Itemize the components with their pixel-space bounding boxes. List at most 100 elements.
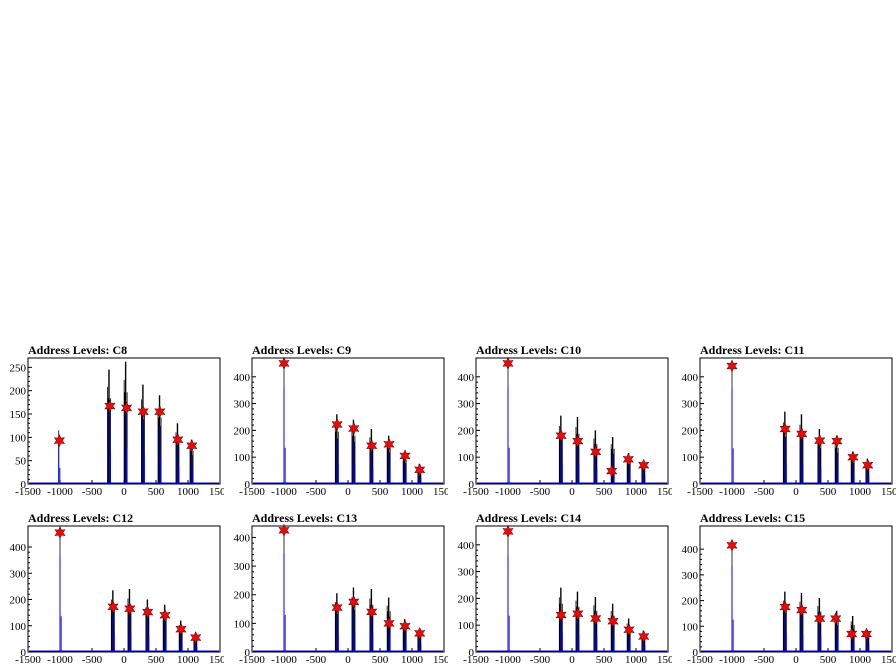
x-tick-label: -1500 [239, 654, 265, 666]
x-tick-label: 500 [596, 486, 613, 498]
y-tick-label: 400 [682, 372, 699, 384]
x-tick-label: -1500 [463, 486, 489, 498]
peak-marker [638, 630, 650, 644]
x-tick-label: 1000 [401, 654, 424, 666]
y-tick-label: 300 [682, 399, 699, 411]
chart-panel: Address Levels: C10 0 100 200 300 400 -1500 -10… [448, 336, 673, 504]
peak-marker [502, 524, 514, 538]
y-tick-label: 400 [682, 544, 699, 556]
chart-svg: Address Levels: C13 0 100 200 300 400 -1500 -10… [234, 511, 449, 666]
peak-marker [555, 429, 567, 443]
x-tick-label: -1000 [47, 654, 73, 666]
x-tick-label: -1500 [687, 486, 713, 498]
peak-marker [414, 626, 426, 640]
y-tick-label: 200 [10, 386, 27, 398]
x-tick-label: 0 [569, 654, 575, 666]
peak-marker [555, 608, 567, 622]
y-tick-label: 100 [458, 452, 475, 464]
x-tick-label: 1500 [881, 654, 896, 666]
peak-marker [124, 602, 136, 616]
y-tick-label: 400 [234, 372, 251, 384]
x-tick-label: 1500 [209, 486, 224, 498]
y-tick-label: 200 [682, 425, 699, 437]
chart-svg: Address Levels: C14 0 100 200 300 400 -1500 -10… [458, 511, 673, 666]
chart-panel: Address Levels: C8 0 50 100 150 200 250 -1500 -1… [0, 336, 225, 504]
chart-svg: Address Levels: C15 0 100 200 300 400 -1500 -10… [682, 511, 896, 666]
peak-marker [726, 359, 738, 373]
x-tick-label: 1000 [177, 654, 200, 666]
x-tick-label: 1500 [657, 486, 672, 498]
x-tick-label: -500 [82, 654, 103, 666]
peak-marker [862, 458, 874, 472]
peak-marker [814, 434, 826, 448]
peak-marker [796, 603, 808, 617]
x-tick-label: 500 [596, 654, 613, 666]
x-tick-label: 500 [372, 654, 389, 666]
y-tick-label: 300 [234, 561, 251, 573]
peak-marker [186, 439, 198, 453]
chart-title: Address Levels: C12 [28, 511, 133, 525]
peak-marker [726, 538, 738, 552]
x-tick-label: -1000 [495, 654, 521, 666]
peak-marker [159, 608, 171, 622]
y-tick-label: 0 [245, 479, 251, 491]
x-tick-label: 1000 [625, 486, 648, 498]
peak-marker [638, 458, 650, 472]
x-tick-label: -1000 [719, 486, 745, 498]
plot-frame [27, 525, 221, 653]
peak-marker [383, 616, 395, 630]
x-tick-label: 0 [345, 654, 351, 666]
y-tick-label: 0 [21, 647, 27, 659]
peak-marker [53, 434, 66, 448]
peak-marker [606, 464, 618, 478]
x-tick-label: -500 [82, 486, 103, 498]
y-tick-label: 100 [10, 432, 27, 444]
chart-svg: Address Levels: C8 0 50 100 150 200 250 -1500 -1… [10, 343, 225, 498]
plot-frame [699, 357, 893, 485]
x-tick-label: 0 [569, 486, 575, 498]
peak-marker [846, 627, 858, 641]
chart-svg: Address Levels: C11 0 100 200 300 400 -1500 -10… [682, 343, 896, 498]
chart-panel: Address Levels: C14 0 100 200 300 400 -1500 -10… [448, 504, 673, 672]
peak-marker [572, 607, 584, 621]
x-tick-label: 1000 [849, 654, 872, 666]
plot-frame [475, 357, 669, 485]
x-tick-label: 1500 [433, 486, 448, 498]
peak-marker [104, 399, 116, 413]
y-tick-label: 0 [245, 647, 251, 659]
x-tick-label: -500 [754, 486, 775, 498]
peak-marker [814, 612, 826, 626]
x-tick-label: 0 [121, 654, 127, 666]
x-tick-label: 500 [148, 654, 165, 666]
chart-svg: Address Levels: C12 0 100 200 300 400 -1500 -10… [10, 511, 225, 666]
peak-marker [120, 401, 133, 415]
chart-title: Address Levels: C15 [700, 511, 805, 525]
x-tick-label: 0 [793, 654, 799, 666]
y-tick-label: 100 [682, 621, 699, 633]
y-tick-label: 200 [234, 425, 251, 437]
peak-marker [399, 449, 411, 463]
peak-marker [107, 600, 119, 614]
y-tick-label: 300 [458, 567, 475, 579]
chart-title: Address Levels: C14 [476, 511, 581, 525]
x-tick-label: -500 [754, 654, 775, 666]
chart-title: Address Levels: C13 [252, 511, 357, 525]
peak-marker [172, 433, 184, 447]
peak-marker [366, 605, 378, 619]
chart-panel: Address Levels: C9 0 100 200 300 400 -1500 -100… [224, 336, 449, 504]
y-tick-label: 400 [458, 372, 475, 384]
peak-marker [414, 463, 426, 477]
x-tick-label: -1500 [463, 654, 489, 666]
x-tick-label: 500 [372, 486, 389, 498]
x-tick-label: 1000 [625, 654, 648, 666]
peak-marker [847, 450, 859, 464]
x-tick-label: -1000 [47, 486, 73, 498]
peak-marker [590, 612, 602, 625]
x-tick-label: 0 [793, 486, 799, 498]
y-tick-label: 100 [234, 618, 251, 630]
chart-title: Address Levels: C11 [700, 343, 804, 357]
x-tick-label: -500 [306, 486, 327, 498]
y-tick-label: 200 [682, 596, 699, 608]
x-tick-label: -1000 [719, 654, 745, 666]
x-tick-label: 500 [820, 486, 837, 498]
